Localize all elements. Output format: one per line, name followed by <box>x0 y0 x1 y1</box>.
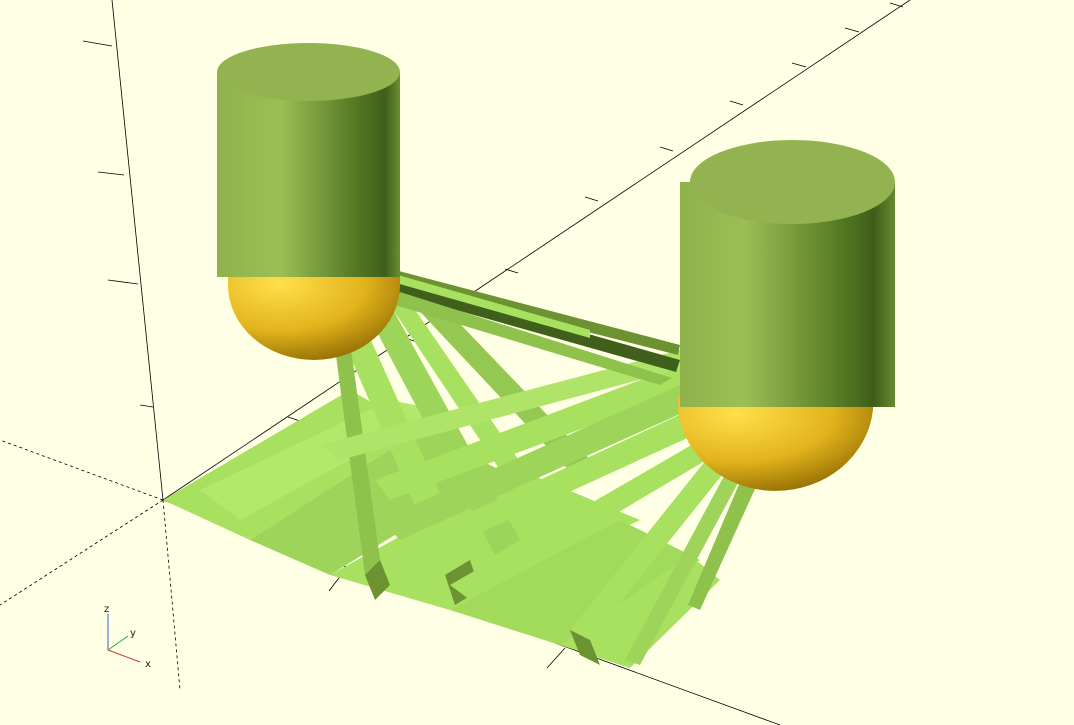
y-indicator-line <box>107 635 129 651</box>
right-pillar[interactable] <box>678 140 895 491</box>
diagonal-strut <box>380 385 700 540</box>
diagonal-strut-side <box>570 630 600 665</box>
y-axis-negative <box>0 499 164 606</box>
axis-indicator: z y x <box>104 604 151 670</box>
connector-strut <box>395 292 672 385</box>
left-pillar-cap <box>228 265 400 360</box>
y-axis-positive <box>162 0 911 501</box>
left-pillar-body <box>217 72 400 277</box>
connector-strut <box>392 270 680 355</box>
floor-strut <box>330 470 640 610</box>
z-indicator-label: z <box>104 604 109 615</box>
x-indicator-line <box>107 649 141 663</box>
rising-strut-side <box>365 560 390 600</box>
diagonal-strut <box>375 365 700 500</box>
x-axis-negative <box>0 439 164 501</box>
right-pillar-top <box>690 140 895 224</box>
diagonal-strut <box>320 350 695 460</box>
y-indicator-label: y <box>130 628 136 639</box>
diagonal-strut <box>450 440 715 600</box>
diagonal-strut <box>570 455 730 640</box>
x-indicator-label: x <box>145 659 151 670</box>
diagonal-strut <box>688 470 760 610</box>
z-axis-positive <box>111 0 164 501</box>
base-lattice[interactable] <box>163 270 760 668</box>
left-pillar[interactable] <box>217 43 400 360</box>
right-pillar-cap <box>678 395 873 491</box>
diagonal-strut <box>625 465 745 665</box>
left-pillar-top <box>217 43 400 101</box>
connector-strut <box>396 275 590 338</box>
z-axis-negative <box>162 499 181 691</box>
diagonal-strut <box>400 410 705 560</box>
